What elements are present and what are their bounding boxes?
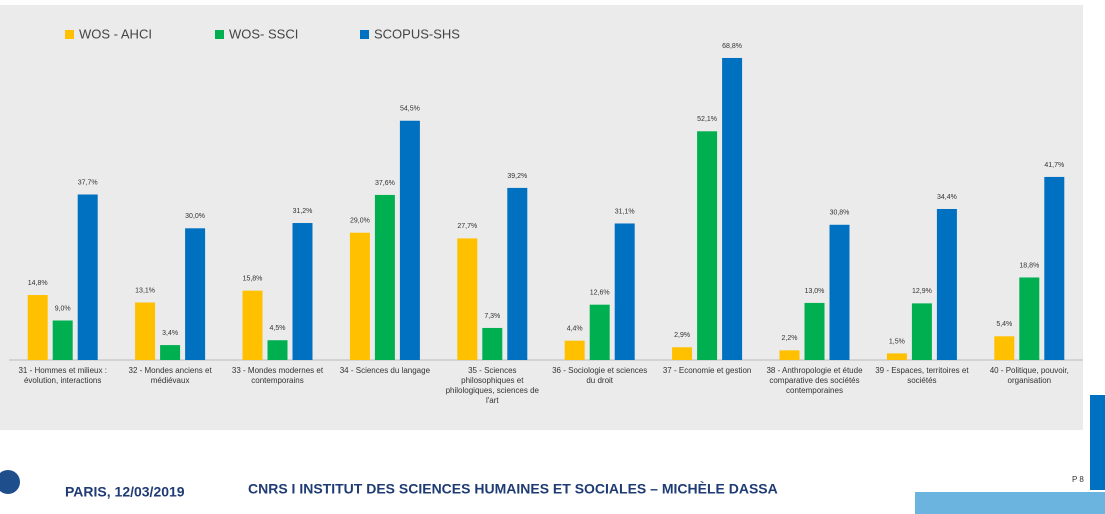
bar — [697, 131, 718, 360]
bar — [292, 223, 313, 360]
bar — [507, 187, 528, 360]
value-label: 3,4% — [162, 330, 178, 337]
legend-swatch — [360, 30, 369, 39]
footer-text: CNRS I INSTITUT DES SCIENCES HUMAINES ET… — [248, 481, 778, 497]
value-label: 30,8% — [830, 210, 850, 217]
bar — [1019, 277, 1040, 360]
bar — [911, 303, 932, 360]
value-label: 9,0% — [55, 305, 71, 312]
bar — [829, 224, 850, 360]
bar — [779, 350, 800, 360]
value-label: 29,0% — [350, 218, 370, 225]
value-label: 34,4% — [937, 194, 957, 201]
footer-date: PARIS, 12/03/2019 — [65, 484, 185, 500]
bar — [185, 228, 206, 360]
x-tick-label: 38 - Anthropologie et étude comparative … — [766, 366, 863, 395]
bar — [672, 347, 693, 360]
bar — [886, 353, 907, 360]
bar — [482, 327, 503, 360]
x-tick-label: 32 - Mondes anciens et médiévaux — [128, 366, 212, 385]
value-label: 68,8% — [722, 43, 742, 50]
value-label: 4,4% — [567, 326, 583, 333]
bar — [267, 340, 288, 360]
value-label: 54,5% — [400, 106, 420, 113]
x-tick-label: 40 - Politique, pouvoir, organisation — [989, 366, 1069, 385]
value-label: 39,2% — [507, 173, 527, 180]
value-label: 31,1% — [615, 208, 635, 215]
legend-swatch — [215, 30, 224, 39]
value-label: 18,8% — [1019, 262, 1039, 269]
x-tick-label: 37 - Economie et gestion — [662, 366, 752, 375]
bar — [457, 238, 478, 360]
value-label: 7,3% — [484, 313, 500, 320]
bar — [722, 57, 743, 361]
bar — [564, 340, 585, 360]
bar — [589, 304, 610, 360]
bar — [994, 336, 1015, 360]
value-label: 15,8% — [243, 275, 263, 282]
x-tick-label: 34 - Sciences du langage — [339, 366, 431, 375]
legend-label: WOS - AHCI — [79, 26, 152, 41]
legend-swatch — [65, 30, 74, 39]
value-label: 13,0% — [805, 288, 825, 295]
value-label: 52,1% — [697, 116, 717, 123]
value-label: 2,2% — [782, 335, 798, 342]
decor-bar — [1090, 395, 1105, 490]
bar — [936, 208, 957, 360]
bar — [614, 223, 635, 360]
x-tick-label: 36 - Sociologie et sciences du droit — [552, 366, 648, 385]
bar — [349, 232, 370, 360]
x-tick-label: 39 - Espaces, territoires et sociétés — [875, 366, 969, 385]
value-label: 5,4% — [996, 321, 1012, 328]
value-label: 13,1% — [135, 287, 155, 294]
value-label: 41,7% — [1044, 162, 1064, 169]
value-label: 2,9% — [674, 332, 690, 339]
decor-bar — [915, 492, 1105, 514]
bar — [77, 194, 98, 360]
bar — [804, 302, 825, 360]
value-label: 4,5% — [270, 325, 286, 332]
value-label: 30,0% — [185, 213, 205, 220]
value-label: 27,7% — [457, 223, 477, 230]
bar — [27, 295, 48, 360]
legend-label: SCOPUS-SHS — [374, 26, 460, 41]
bar — [135, 302, 156, 360]
x-tick-label: 33 - Mondes modernes et contemporains — [231, 366, 324, 385]
bar — [160, 345, 181, 360]
legend-label: WOS- SSCI — [229, 26, 298, 41]
value-label: 37,7% — [78, 179, 98, 186]
logo — [0, 470, 20, 494]
value-label: 14,8% — [28, 280, 48, 287]
bar — [374, 194, 395, 360]
page-number: P 8 — [1072, 475, 1084, 484]
value-label: 37,6% — [375, 180, 395, 187]
x-tick-label: 35 - Sciences philosophiques et philolog… — [445, 366, 539, 405]
value-label: 31,2% — [293, 208, 313, 215]
bar — [242, 290, 263, 360]
bar — [399, 120, 420, 361]
value-label: 1,5% — [889, 338, 905, 345]
value-label: 12,9% — [912, 288, 932, 295]
value-label: 12,6% — [590, 290, 610, 297]
x-tick-label: 31 - Hommes et milieux : évolution, inte… — [18, 366, 107, 385]
bar — [52, 320, 73, 360]
bar — [1044, 176, 1065, 360]
